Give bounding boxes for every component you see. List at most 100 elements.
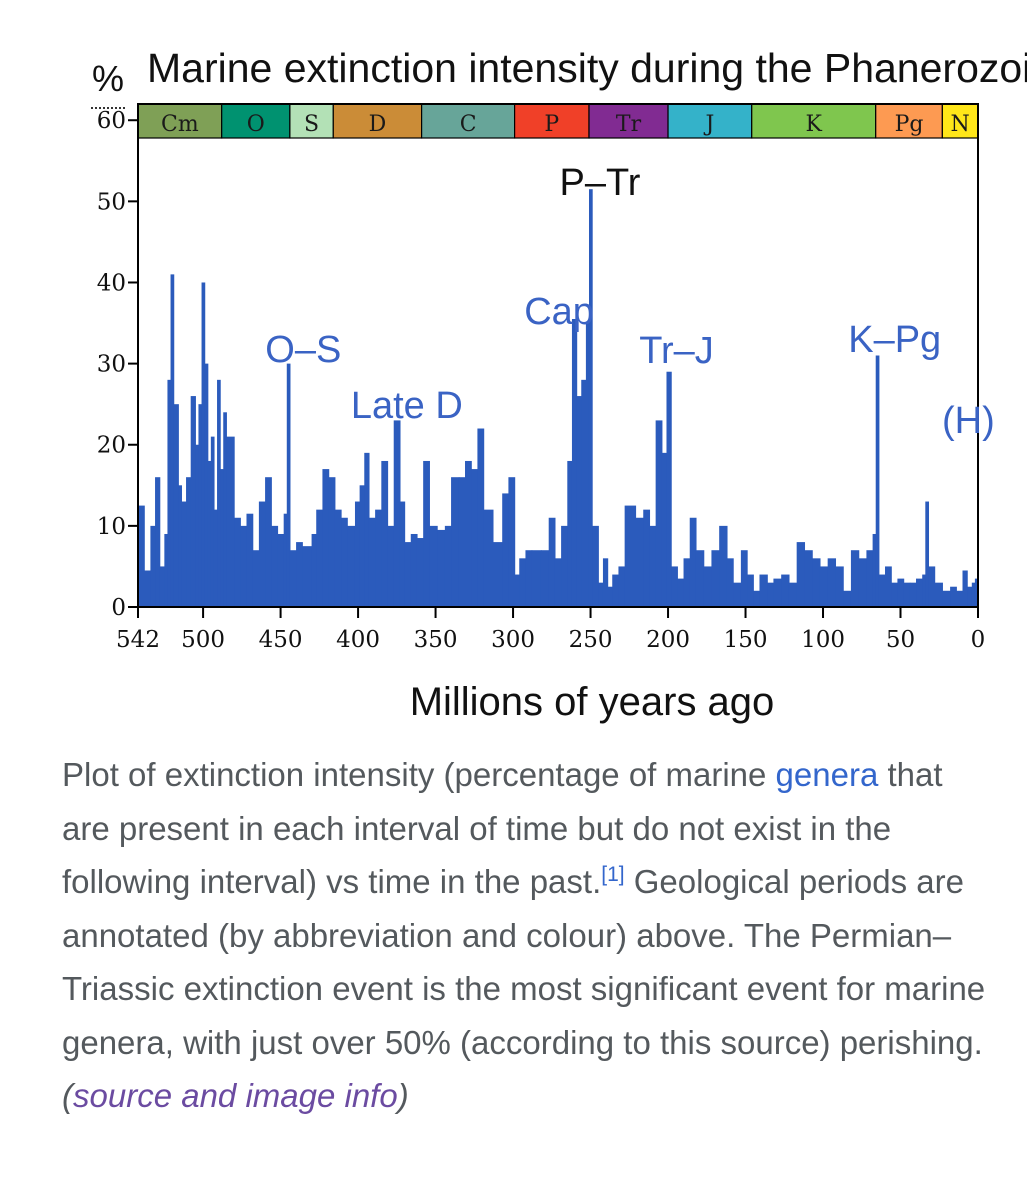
bar (850, 550, 860, 607)
bar (138, 505, 145, 607)
bar (726, 558, 734, 607)
bar (155, 477, 161, 607)
bar (170, 274, 175, 607)
bar (561, 525, 568, 607)
paren-open: ( (62, 1077, 73, 1114)
bar (207, 460, 212, 607)
bar (950, 586, 957, 607)
bar (878, 574, 886, 607)
bar (643, 509, 651, 607)
bar (903, 582, 911, 607)
bar (201, 282, 206, 607)
bar (773, 578, 782, 607)
bar (525, 550, 533, 607)
x-tick-label: 300 (491, 627, 535, 653)
bar (788, 582, 798, 607)
bar (804, 550, 813, 607)
bar (612, 574, 620, 607)
period-label: D (369, 112, 387, 137)
x-tick-label: 0 (971, 627, 986, 653)
y-tick-label: 10 (97, 514, 126, 540)
bar (204, 363, 209, 607)
x-tick-label: 500 (181, 627, 225, 653)
bar (885, 566, 892, 607)
bar (465, 460, 472, 607)
bar (492, 542, 503, 607)
bar (150, 525, 156, 607)
y-tick-label: 60 (97, 108, 126, 134)
period-label: O (247, 112, 265, 137)
x-tick-label: 350 (414, 627, 458, 653)
bar (316, 509, 324, 607)
bar (531, 550, 542, 607)
bar (703, 566, 713, 607)
bar (302, 546, 313, 607)
caption-text-1: Plot of extinction intensity (percentage… (62, 756, 776, 793)
genera-link[interactable]: genera (775, 756, 879, 793)
bar (916, 578, 923, 607)
bar (554, 558, 562, 607)
x-tick-label: 450 (259, 627, 303, 653)
bar (585, 323, 590, 607)
bar (942, 590, 951, 607)
bar (624, 505, 637, 607)
y-tick-label: 50 (97, 189, 126, 215)
period-cell (751, 103, 877, 139)
bar (872, 533, 877, 607)
bar (683, 558, 691, 607)
bar (341, 517, 348, 607)
bar (588, 189, 593, 607)
bar (246, 513, 254, 607)
bar (719, 525, 728, 607)
bar (173, 404, 179, 607)
bar (592, 525, 599, 607)
bar (364, 452, 370, 607)
bar (934, 582, 943, 607)
bar (747, 574, 754, 607)
bar (164, 533, 169, 607)
bar (607, 586, 613, 607)
bar (909, 582, 917, 607)
bar (167, 379, 172, 607)
bar (234, 517, 241, 607)
paren-close: ) (397, 1077, 409, 1114)
bar (359, 485, 365, 607)
bar (740, 550, 748, 607)
bar (843, 590, 852, 607)
bar (767, 582, 775, 607)
event-label: P–Tr (560, 162, 641, 204)
footnote-link[interactable]: [1] (601, 863, 625, 886)
period-cell (875, 103, 943, 139)
bar (971, 582, 976, 607)
event-label: Tr–J (639, 330, 714, 372)
bar (252, 550, 260, 607)
bar (677, 578, 685, 607)
bars-group (138, 189, 979, 607)
bar (289, 550, 297, 607)
bar (423, 460, 430, 607)
period-label: Tr (616, 112, 642, 137)
bar (311, 533, 317, 607)
bar (956, 590, 964, 607)
bar (602, 558, 609, 607)
event-label: O–S (265, 329, 341, 371)
bar (567, 460, 573, 607)
bar (296, 542, 303, 607)
bar (571, 318, 578, 607)
y-tick-label: 0 (111, 595, 126, 621)
bar (618, 566, 626, 607)
bar (444, 525, 452, 607)
bar (198, 404, 203, 607)
bar (265, 477, 272, 607)
x-tick-label: 150 (724, 627, 768, 653)
period-cell (221, 103, 291, 139)
x-axis-label: Millions of years ago (410, 680, 775, 724)
bar (925, 501, 930, 607)
period-band: Cm O S D C P Tr J K Pg N (137, 103, 979, 139)
period-label: S (304, 112, 319, 137)
source-info-link[interactable]: source and image info (73, 1077, 398, 1114)
bar (213, 509, 218, 607)
bar (759, 574, 768, 607)
